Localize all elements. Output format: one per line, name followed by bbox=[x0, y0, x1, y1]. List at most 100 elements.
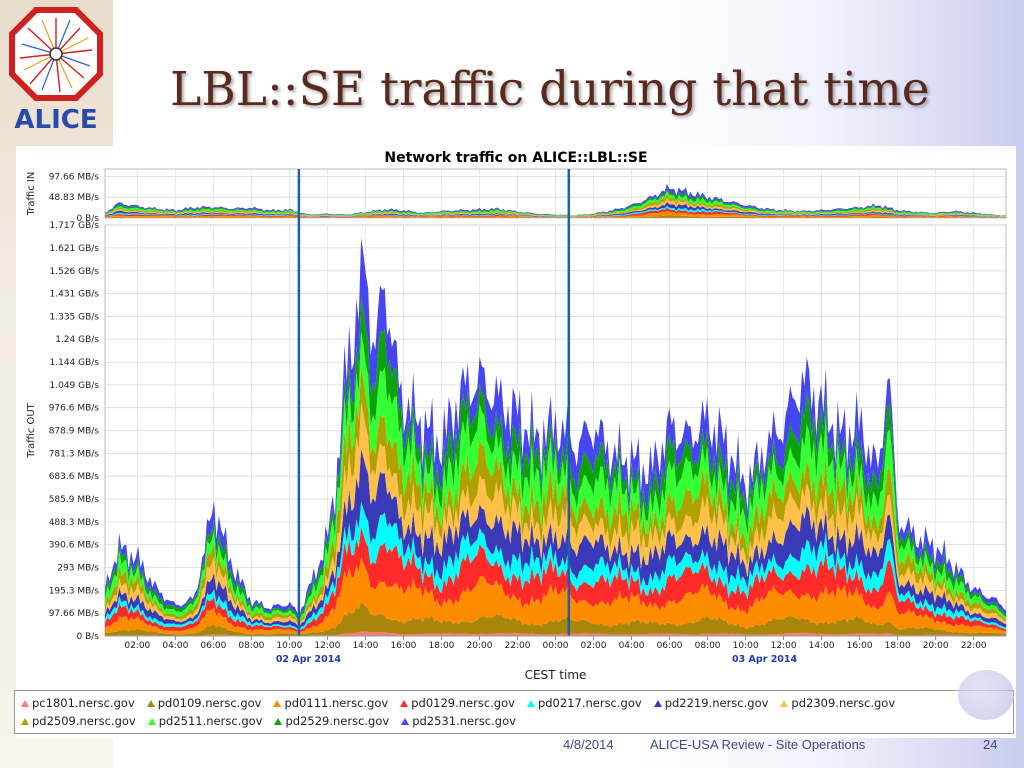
x-tick-label: 14:00 bbox=[352, 641, 378, 651]
legend-swatch-icon bbox=[780, 699, 789, 707]
legend-item: pd2529.nersc.gov bbox=[274, 714, 389, 728]
chart-title: Network traffic on ALICE::LBL::SE bbox=[384, 150, 647, 166]
legend-item: pd0109.nersc.gov bbox=[146, 696, 262, 710]
legend-swatch-icon bbox=[274, 717, 283, 725]
x-tick-label: 08:00 bbox=[695, 641, 721, 651]
x-tick-label: 00:00 bbox=[543, 641, 569, 651]
x-tick-label: 06:00 bbox=[657, 641, 683, 651]
legend-item: pd2219.nersc.gov bbox=[653, 696, 769, 710]
x-tick-label: 20:00 bbox=[466, 641, 492, 651]
x-tick-label: 18:00 bbox=[428, 641, 454, 651]
legend-swatch-icon bbox=[526, 699, 535, 707]
x-tick-label: 06:00 bbox=[200, 641, 226, 651]
legend-swatch-icon bbox=[146, 699, 155, 707]
legend-row: pc1801.nersc.gov pd0109.nersc.gov pd0111.n… bbox=[21, 696, 895, 710]
y-tick-label: 293 MB/s bbox=[57, 564, 99, 574]
legend-label: pd2531.nersc.gov bbox=[412, 714, 516, 728]
x-tick-label: 04:00 bbox=[619, 641, 645, 651]
legend-swatch-icon bbox=[653, 699, 662, 707]
y-tick-label: 1.526 GB/s bbox=[50, 267, 100, 277]
series-area-pd2219.nersc.gov bbox=[105, 201, 1006, 218]
legend-label: pd0129.nersc.gov bbox=[411, 696, 515, 710]
series-area-pd2309.nersc.gov bbox=[105, 197, 1006, 217]
axis-label-x: CEST time bbox=[525, 668, 587, 682]
y-tick-label: 585.9 MB/s bbox=[49, 495, 100, 505]
y-tick-label: 97.66 MB/s bbox=[49, 172, 100, 182]
x-tick-label: 22:00 bbox=[505, 641, 531, 651]
x-tick-label: 14:00 bbox=[809, 641, 835, 651]
series-area-pd2309.nersc.gov bbox=[105, 402, 1006, 627]
legend-label: pd2219.nersc.gov bbox=[664, 696, 769, 710]
y-tick-label: 195.3 MB/s bbox=[49, 586, 100, 596]
series-area-pd2511.nersc.gov bbox=[105, 190, 1006, 217]
y-tick-label: 1.049 GB/s bbox=[50, 381, 100, 391]
series-area-pd2531.nersc.gov bbox=[105, 237, 1006, 619]
legend-item: pd0129.nersc.gov bbox=[400, 696, 515, 710]
legend-item: pd2531.nersc.gov bbox=[401, 714, 516, 728]
x-tick-label: 02:00 bbox=[581, 641, 607, 651]
x-tick-label: 12:00 bbox=[771, 641, 797, 651]
y-tick-label: 1.717 GB/s bbox=[50, 221, 100, 231]
y-tick-label: 1.621 GB/s bbox=[50, 244, 100, 254]
series-area-pc1801.nersc.gov bbox=[105, 631, 1006, 636]
series-area-pd0109.nersc.gov bbox=[105, 215, 1006, 218]
series-area-pd0111.nersc.gov bbox=[105, 557, 1006, 635]
y-tick-label: 0 B/s bbox=[77, 632, 100, 642]
y-tick-label: 878.9 MB/s bbox=[49, 427, 100, 437]
legend-label: pd0217.nersc.gov bbox=[537, 696, 642, 710]
series-area-pd0109.nersc.gov bbox=[105, 602, 1006, 636]
x-tick-label: 22:00 bbox=[961, 641, 987, 651]
series-area-pd0129.nersc.gov bbox=[105, 207, 1006, 218]
legend-item: pd2511.nersc.gov bbox=[147, 714, 263, 728]
series-area-pd0129.nersc.gov bbox=[105, 527, 1006, 633]
series-area-pd2219.nersc.gov bbox=[105, 449, 1006, 630]
y-tick-label: 97.66 MB/s bbox=[49, 609, 100, 619]
x-tick-label: 12:00 bbox=[314, 641, 340, 651]
legend-item: pd0111.nersc.gov bbox=[273, 696, 388, 710]
legend-swatch-icon bbox=[21, 699, 29, 707]
x-tick-label: 10:00 bbox=[276, 641, 302, 651]
series-area-pd2509.nersc.gov bbox=[105, 366, 1006, 625]
legend-item: pd2309.nersc.gov bbox=[780, 696, 895, 710]
legend-label: pd2529.nersc.gov bbox=[285, 714, 390, 728]
legend-label: pc1801.nersc.gov bbox=[32, 696, 135, 710]
legend-item: pd0217.nersc.gov bbox=[526, 696, 642, 710]
legend-swatch-icon bbox=[21, 717, 29, 725]
axis-label-y: Traffic IN bbox=[26, 172, 37, 217]
x-date-label: 02 Apr 2014 bbox=[276, 654, 342, 665]
y-tick-label: 1.431 GB/s bbox=[50, 290, 100, 300]
y-tick-label: 0 B/s bbox=[77, 214, 100, 224]
x-tick-label: 02:00 bbox=[124, 641, 150, 651]
x-tick-label: 16:00 bbox=[847, 641, 873, 651]
x-tick-label: 08:00 bbox=[238, 641, 264, 651]
series-area-pd0111.nersc.gov bbox=[105, 210, 1006, 218]
legend-row: pd2509.nersc.gov pd2511.nersc.gov pd2529.n… bbox=[21, 714, 516, 728]
legend-label: pd2309.nersc.gov bbox=[791, 696, 896, 710]
x-tick-label: 20:00 bbox=[923, 641, 949, 651]
series-area-pd0217.nersc.gov bbox=[105, 205, 1006, 218]
footer-date: 4/8/2014 bbox=[563, 737, 614, 752]
x-date-label: 03 Apr 2014 bbox=[732, 654, 798, 665]
series-area-pd2511.nersc.gov bbox=[105, 330, 1006, 623]
y-tick-label: 1.144 GB/s bbox=[50, 358, 100, 368]
slide-title: LBL::SE traffic during that time bbox=[170, 62, 930, 117]
legend-item: pd2509.nersc.gov bbox=[21, 714, 136, 728]
legend-label: pd2509.nersc.gov bbox=[32, 714, 136, 728]
legend-label: pd2511.nersc.gov bbox=[158, 714, 263, 728]
legend-label: pd0109.nersc.gov bbox=[157, 696, 262, 710]
y-tick-label: 488.3 MB/s bbox=[49, 518, 100, 528]
globe-watermark bbox=[958, 670, 1014, 720]
chart-legend: pc1801.nersc.gov pd0109.nersc.gov pd0111.n… bbox=[14, 690, 1014, 734]
alice-logo: ALICE bbox=[9, 7, 103, 134]
axis-label-y: Traffic OUT bbox=[26, 402, 37, 458]
x-tick-label: 18:00 bbox=[885, 641, 911, 651]
legend-swatch-icon bbox=[147, 717, 156, 725]
legend-label: pd0111.nersc.gov bbox=[284, 696, 389, 710]
x-tick-label: 10:00 bbox=[733, 641, 759, 651]
x-tick-label: 16:00 bbox=[390, 641, 416, 651]
series-area-pd2509.nersc.gov bbox=[105, 194, 1006, 217]
logo-text: ALICE bbox=[14, 105, 97, 134]
x-tick-label: 04:00 bbox=[162, 641, 188, 651]
